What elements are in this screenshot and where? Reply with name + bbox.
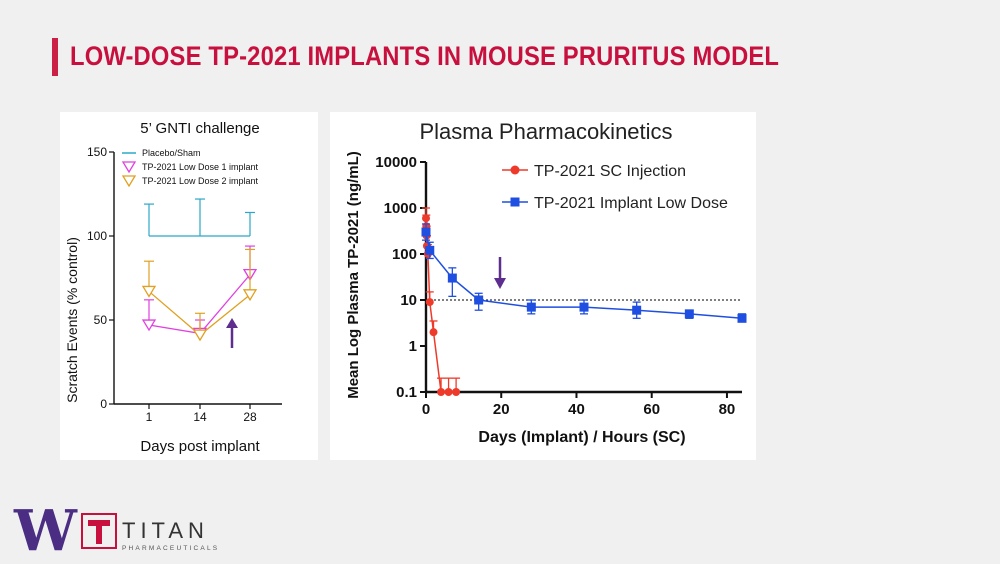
legend-sc-label: TP-2021 SC Injection [534,163,686,180]
chart1-x-tick-label: 14 [193,410,207,424]
chart1-legend: Placebo/Sham TP-2021 Low Dose 1 implant … [121,148,259,188]
legend-placebo-label: Placebo/Sham [142,148,201,158]
chart1-y-tick-label: 100 [87,229,107,243]
implant-point [425,245,435,255]
legend-implant-label: TP-2021 Implant Low Dose [534,195,728,212]
legend-implant-marker [510,197,520,207]
implant-point [684,309,694,319]
chart1-x-tick-label: 28 [243,410,257,424]
chart2-y-tick-label: 0.1 [396,384,417,401]
chart1-arrow-annotation [226,318,238,348]
low-dose-1-point [141,319,157,332]
title-accent-bar [52,38,58,76]
chart2-title: Plasma Pharmacokinetics [419,119,672,144]
low-dose-2-point [141,285,157,298]
implant-point [579,302,589,312]
low-dose-2-point [242,289,258,302]
sc-injection-point [437,388,446,396]
uw-logo: W [14,498,77,564]
implant-point [474,295,484,305]
implant-point [526,302,536,312]
chart1-y-tick-label: 0 [100,397,107,411]
slide-title: LOW-DOSE TP-2021 IMPLANTS IN MOUSE PRURI… [70,41,780,71]
implant-point [421,227,431,237]
plasma-pk-chart: Plasma Pharmacokinetics Days (Implant) /… [345,119,747,446]
legend-low-dose-1-label: TP-2021 Low Dose 1 implant [142,162,259,172]
chart1-xlabel: Days post implant [140,438,260,455]
implant-point [447,273,457,283]
chart1-y-tick-label: 150 [87,145,107,159]
titan-logo-name: TITAN [122,518,209,543]
chart2-y-tick-label: 100 [392,246,417,263]
scratch-chart-panel: 5’ GNTI challenge Days post implant Scra… [60,112,318,460]
chart2-ylabel: Mean Log Plasma TP-2021 (ng/mL) [345,151,362,399]
legend-low-dose-2-marker [121,175,137,188]
titan-logo-sub: PHARMACEUTICALS [122,545,219,552]
chart2-xlabel: Days (Implant) / Hours (SC) [478,429,685,446]
chart2-x-tick-label: 80 [719,401,736,418]
chart2-y-tick-label: 10000 [375,154,417,171]
low-dose-2-point [192,329,208,342]
chart1-y-tick-label: 50 [94,313,108,327]
chart2-y-tick-label: 1000 [384,200,417,217]
legend-low-dose-2-label: TP-2021 Low Dose 2 implant [142,176,259,186]
chart1-ylabel: Scratch Events (% control) [64,237,80,403]
chart2-x-tick-label: 40 [568,401,585,418]
chart1-title: 5’ GNTI challenge [140,120,260,137]
sc-injection-point [452,388,461,396]
chart2-arrow-annotation [494,257,506,289]
implant-point [737,313,747,323]
titan-logo: TITAN PHARMACEUTICALS [81,513,219,552]
sc-injection-point [429,328,438,337]
chart2-x-tick-label: 0 [422,401,430,418]
legend-sc-marker [510,165,520,175]
chart1-x-tick-label: 1 [146,410,153,424]
scratch-events-chart: 5’ GNTI challenge Days post implant Scra… [64,120,282,455]
chart2-legend: TP-2021 SC Injection TP-2021 Implant Low… [502,163,728,212]
implant-point [632,305,642,315]
sc-injection-point [444,388,453,396]
chart2-x-tick-label: 20 [493,401,510,418]
sc-injection-point [425,298,434,307]
chart2-x-tick-label: 60 [643,401,660,418]
pk-chart-panel: Plasma Pharmacokinetics Days (Implant) /… [330,112,756,460]
chart2-y-tick-label: 10 [400,292,417,309]
chart2-y-tick-label: 1 [409,338,417,355]
legend-low-dose-1-marker [121,161,137,174]
